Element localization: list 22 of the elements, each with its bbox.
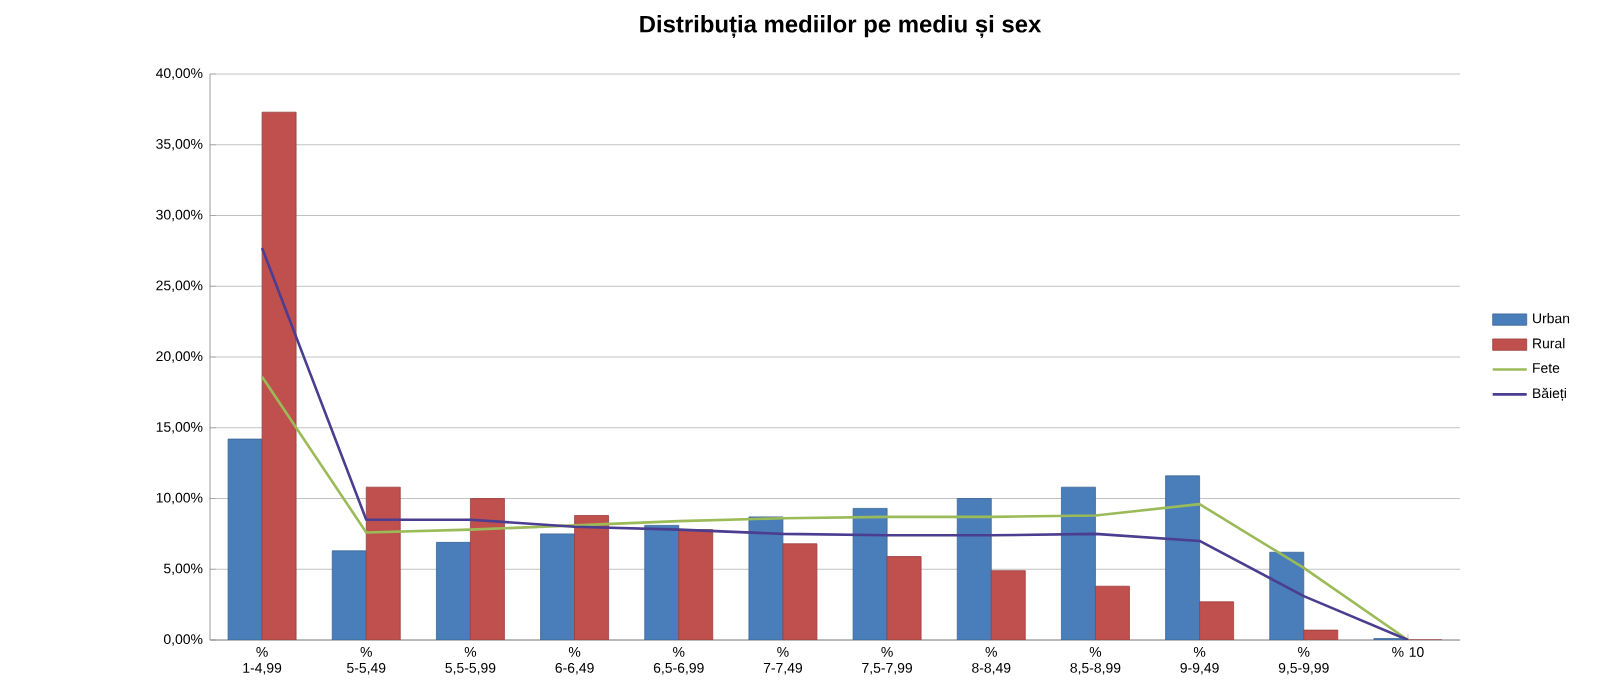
bar xyxy=(436,541,471,640)
bar xyxy=(365,486,401,640)
line-series xyxy=(260,375,1410,640)
bar xyxy=(852,508,888,640)
bar xyxy=(990,570,1026,640)
bar xyxy=(886,556,922,640)
bar xyxy=(331,550,367,640)
bar xyxy=(678,529,714,640)
bar xyxy=(956,498,992,640)
bar xyxy=(574,515,609,640)
bar xyxy=(644,524,680,640)
chart-title: Distribuția mediilor pe mediu și sex xyxy=(640,15,1042,38)
bar xyxy=(1061,486,1096,640)
bar xyxy=(1165,475,1200,640)
bar xyxy=(540,533,575,640)
bar xyxy=(1095,585,1130,640)
bar xyxy=(1199,601,1234,640)
bar xyxy=(782,543,818,640)
line-series xyxy=(260,246,1410,640)
bar xyxy=(261,111,297,640)
bar xyxy=(470,498,505,640)
bar xyxy=(227,438,263,640)
